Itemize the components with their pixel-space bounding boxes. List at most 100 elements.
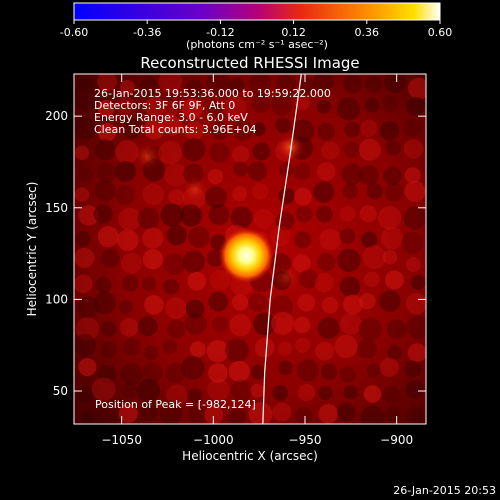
residual-blotch [187,388,203,403]
residual-blotch [182,137,206,162]
residual-blotch [295,205,313,223]
residual-blotch [404,360,422,378]
residual-blotch [97,100,115,117]
residual-blotch [408,77,426,100]
residual-blotch [406,315,426,339]
residual-blotch [293,187,312,206]
colorbar-units: (photons cm⁻² s⁻¹ asec⁻²) [186,38,328,51]
residual-blotch [317,252,336,272]
plot-title: Reconstructed RHESSI Image [140,54,359,72]
residual-blotch [121,117,143,139]
residual-blotch [93,291,117,315]
residual-blotch [185,79,204,98]
colorbar-tick-label: 0.36 [355,26,380,39]
residual-blotch [74,116,97,140]
residual-blotch [121,382,138,399]
residual-blotch [142,249,164,270]
residual-blotch [251,93,271,113]
residual-blotch [141,276,157,292]
secondary-source [276,133,305,162]
residual-blotch [212,316,229,333]
residual-blotch [187,271,207,291]
y-axis-label: Heliocentric Y (arcsec) [25,182,39,317]
colorbar-tick-label: -0.12 [206,26,234,39]
residual-blotch [168,189,185,206]
residual-blotch [75,231,91,247]
residual-blotch [272,402,292,422]
residual-blotch [181,98,203,119]
secondary-source [133,142,162,171]
residual-blotch [158,74,183,94]
residual-blotch [94,180,116,202]
residual-blotch [80,410,95,424]
residual-blotch [313,181,335,203]
residual-blotch [293,316,311,334]
residual-blotch [254,337,275,358]
residual-blotch [316,99,331,114]
residual-blotch [179,204,203,227]
residual-blotch [205,186,228,209]
info-line: 26-Jan-2015 19:53:36.000 to 19:59:22.000 [94,87,331,100]
plot-frame [73,73,427,425]
residual-blotch [97,74,117,92]
residual-blotch [251,122,266,137]
residual-blotch [337,248,361,272]
residual-blotch [344,121,360,138]
y-tick-label: 150 [45,201,68,215]
residual-blotch [96,162,117,183]
residual-blotch [100,248,120,268]
x-tick-label: −1000 [193,433,234,447]
residual-blotch [225,338,249,363]
residual-blotch [74,187,90,202]
colorbar-gradient [73,2,441,21]
info-line: Detectors: 3F 6F 9F, Att 0 [94,99,235,112]
residual-blotch [97,225,119,248]
residual-blotch [163,253,186,276]
residual-blotch [364,97,380,113]
residual-blotch [339,205,356,222]
residual-blotch [317,317,340,339]
residual-blotch [252,142,271,161]
residual-blotch [315,341,335,361]
residual-blotch [119,318,139,337]
residual-blotch [319,228,342,251]
residual-blotch [95,276,112,294]
residual-blotch [207,378,230,402]
residual-blotch [120,363,143,386]
residual-blotch [119,299,134,315]
residual-blotch [386,319,407,339]
residual-blotch [189,341,206,358]
residual-blotch [166,384,188,406]
residual-blotch [160,203,184,227]
residual-blotch [406,406,425,424]
residual-blotch [315,205,333,223]
residual-blotch [250,383,265,398]
residual-blotch [318,404,339,424]
residual-blotch [161,101,179,118]
residual-blotch [316,162,336,181]
footer-timestamp: 26-Jan-2015 20:53 [393,484,496,497]
residual-blotch [404,180,426,202]
residual-blotch [185,299,205,319]
residual-blotch [358,138,381,161]
residual-blotch [317,122,335,141]
residual-blotch [366,182,384,200]
residual-blotch [209,142,230,163]
residual-blotch [211,121,229,140]
residual-blotch [139,76,159,97]
residual-blotch [276,74,297,95]
residual-blotch [401,231,424,254]
residual-blotch [136,378,161,403]
colorbar-tick-label: 0.60 [428,26,453,39]
residual-blotch [387,344,403,360]
residual-blotch [378,290,401,312]
residual-blotch [295,407,313,424]
residual-blotch [74,333,96,357]
residual-blotch [76,77,94,94]
residual-blotch [337,403,356,422]
residual-blotch [115,140,139,164]
residual-blotch [381,95,399,113]
residual-blotch [336,97,361,121]
x-tick-label: −950 [289,433,322,447]
